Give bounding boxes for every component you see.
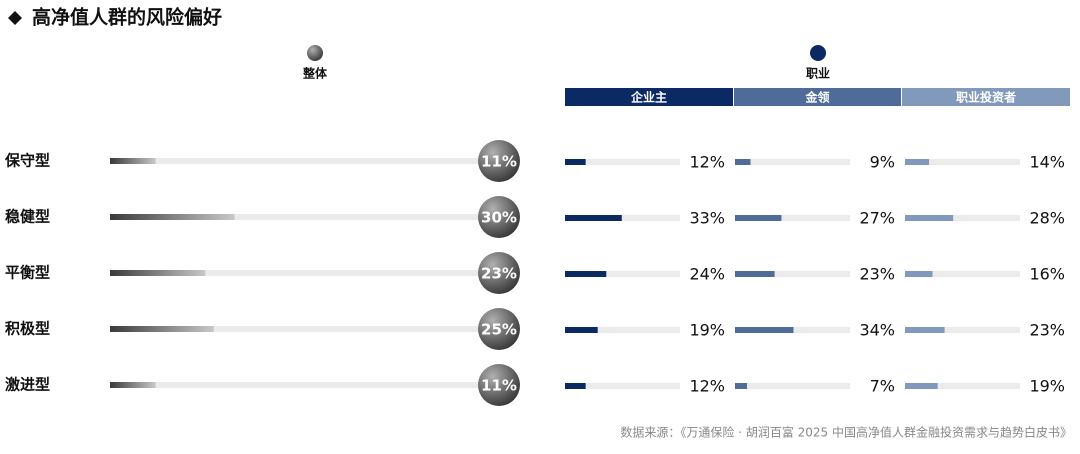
value-label: 12% (689, 377, 725, 396)
chart-title: 高净值人群的风险偏好 (32, 6, 222, 29)
bar-track (565, 215, 680, 221)
bar-track (110, 382, 485, 388)
value-label: 7% (870, 377, 895, 396)
value-label: 23% (481, 265, 517, 283)
bar-track (110, 214, 485, 220)
bar (110, 270, 206, 276)
bar (735, 271, 775, 277)
bar-track (905, 159, 1020, 165)
bar-track (565, 159, 680, 165)
value-label: 34% (859, 321, 895, 340)
value-label: 23% (1029, 321, 1065, 340)
category-label: 保守型 (4, 152, 50, 170)
bar-track (565, 383, 680, 389)
group-label: 职业 (806, 66, 830, 81)
bar-track (905, 215, 1020, 221)
category-label: 平衡型 (5, 264, 50, 282)
bar (905, 327, 945, 333)
header-band (902, 88, 1070, 106)
bar (565, 383, 586, 389)
legend-dot (307, 45, 323, 61)
value-label: 19% (689, 321, 725, 340)
source: 数据来源：《万通保险 · 胡润百富 2025 中国高净值人群金融投资需求与趋势白… (620, 425, 1072, 440)
bar (565, 159, 586, 165)
bar (905, 271, 933, 277)
value-badge (478, 252, 520, 294)
header-band (734, 88, 901, 106)
bar-track (110, 158, 485, 164)
bar (905, 159, 930, 165)
value-label: 30% (481, 209, 517, 227)
bar-track (735, 383, 850, 389)
bar (110, 214, 235, 220)
bar-track (735, 271, 850, 277)
bar-track (735, 159, 850, 165)
category-label: 稳健型 (5, 208, 50, 226)
value-label: 27% (859, 209, 895, 228)
bar-track (565, 271, 680, 277)
bar (565, 327, 598, 333)
value-label: 16% (1029, 265, 1065, 284)
category-label: 积极型 (5, 320, 50, 338)
value-label: 23% (859, 265, 895, 284)
title-marker (8, 11, 22, 25)
bar (735, 159, 751, 165)
value-label: 14% (1029, 153, 1065, 172)
series-header: 金领 (804, 90, 829, 105)
bar (905, 383, 938, 389)
bar-track (110, 326, 485, 332)
value-badge (478, 196, 520, 238)
bar (110, 326, 214, 332)
value-label: 11% (481, 153, 517, 171)
bar (735, 327, 794, 333)
bar (565, 215, 622, 221)
group-label: 整体 (302, 66, 328, 81)
series-header: 职业投资者 (956, 90, 1016, 105)
value-label: 9% (870, 153, 895, 172)
bar (110, 158, 156, 164)
value-label: 25% (481, 321, 517, 339)
bar (735, 215, 782, 221)
bar (905, 215, 954, 221)
series-header: 企业主 (630, 90, 667, 105)
bar-track (735, 215, 850, 221)
legend-dot (810, 45, 826, 61)
bar-track (905, 271, 1020, 277)
bar-track (565, 327, 680, 333)
value-label: 11% (481, 377, 517, 395)
value-label: 33% (689, 209, 725, 228)
value-label: 19% (1029, 377, 1065, 396)
value-badge (478, 364, 520, 406)
bar (110, 382, 156, 388)
value-badge (478, 308, 520, 350)
category-label: 激进型 (5, 376, 50, 394)
bar (735, 383, 748, 389)
value-label: 24% (689, 265, 725, 284)
value-label: 12% (689, 153, 725, 172)
bar-track (905, 327, 1020, 333)
header-band (565, 88, 733, 106)
bar (565, 271, 607, 277)
bar-track (110, 270, 485, 276)
value-badge (478, 140, 520, 182)
value-label: 28% (1029, 209, 1065, 228)
bar-track (905, 383, 1020, 389)
